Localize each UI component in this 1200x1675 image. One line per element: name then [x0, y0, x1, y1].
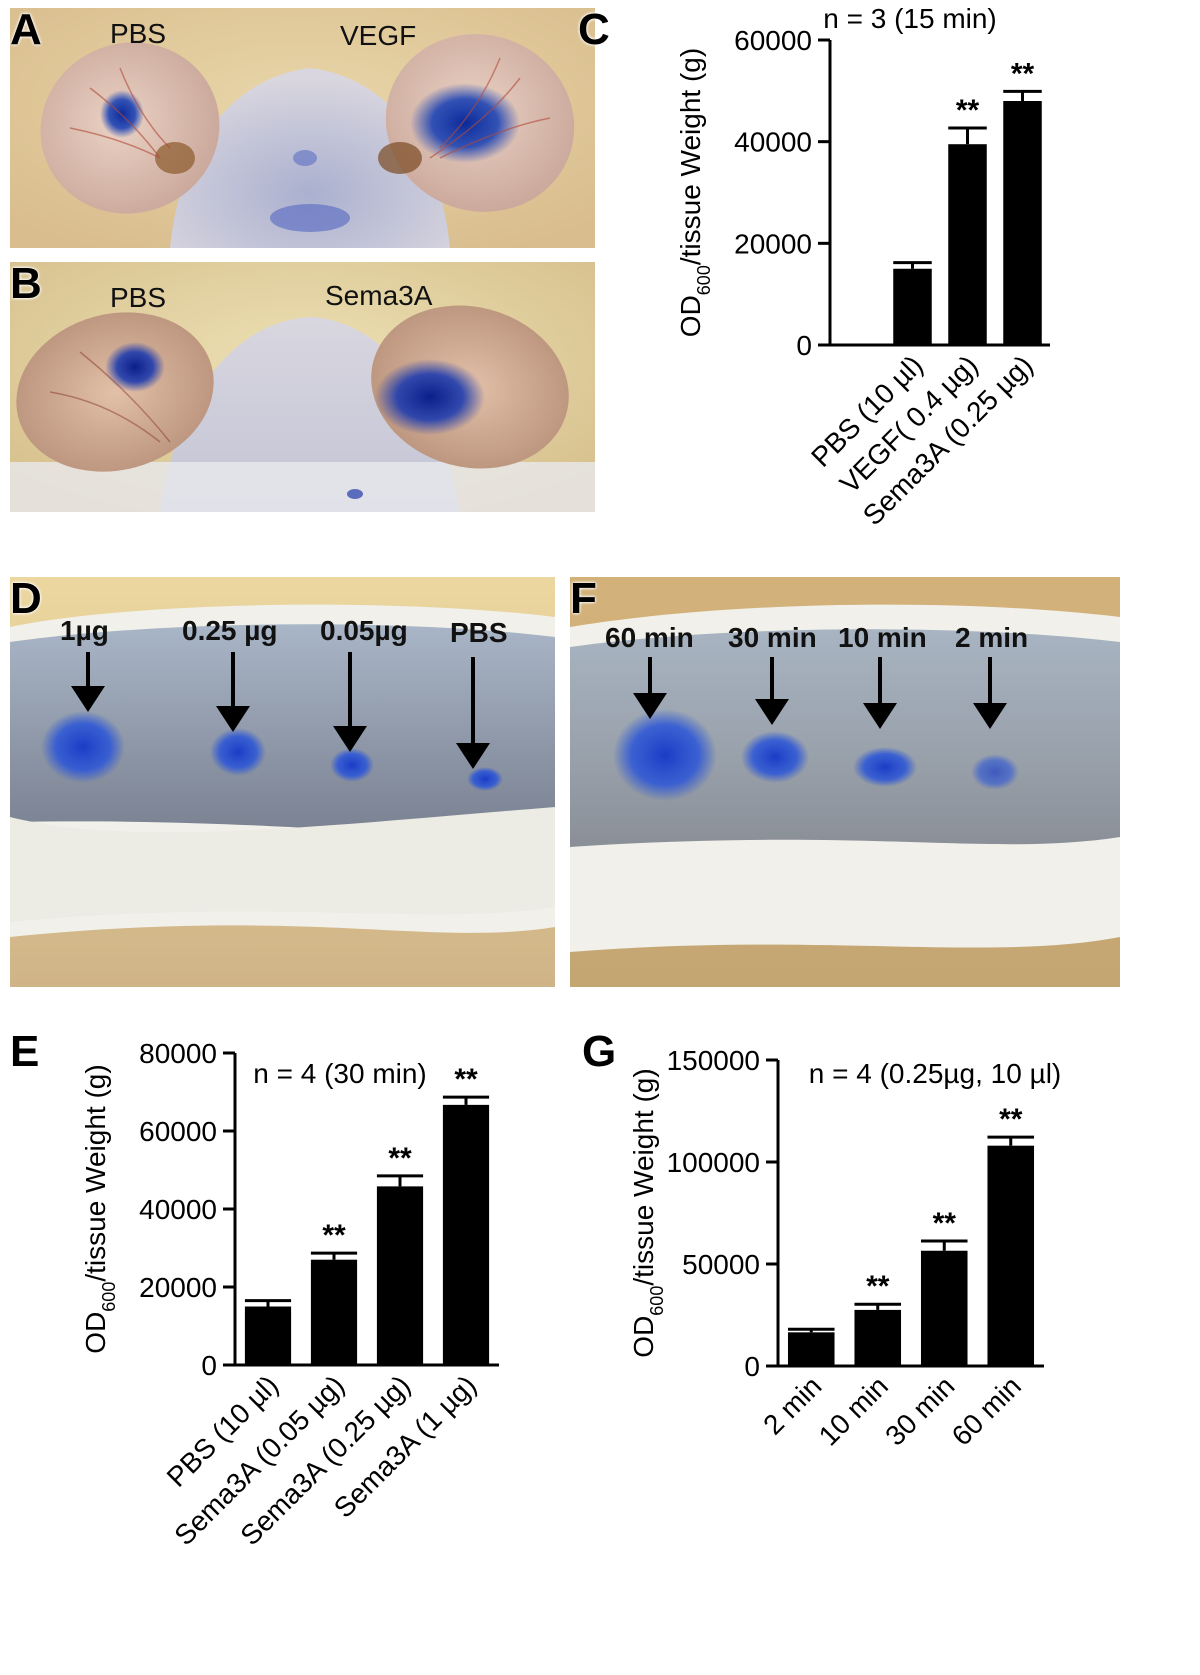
label-dose-pbs: PBS — [450, 617, 508, 648]
label-time-60min: 60 min — [605, 622, 694, 653]
significance-label: ** — [388, 1142, 412, 1175]
label-time-2min: 2 min — [955, 622, 1029, 653]
label-dose-005ug: 0.05µg — [320, 615, 408, 646]
y-tick-label: 100000 — [667, 1147, 760, 1178]
arrow-down-icon — [333, 652, 367, 752]
x-tick-label: 60 min — [946, 1370, 1027, 1451]
chart-title: n = 4 (0.25µg, 10 µl) — [809, 1058, 1062, 1089]
arrow-down-icon — [456, 657, 490, 769]
significance-label: ** — [866, 1270, 890, 1303]
label-dose-1ug: 1µg — [60, 615, 109, 646]
panel-letter-e: E — [10, 1027, 40, 1076]
significance-label: ** — [933, 1207, 957, 1240]
label-time-30min: 30 min — [728, 622, 817, 653]
photo-mouse-ears-vegf: PBS VEGF — [10, 8, 595, 248]
photo-mouse-ears-sema3a: PBS Sema3A — [10, 262, 595, 512]
chart-title: n = 4 (30 min) — [253, 1058, 427, 1089]
significance-label: ** — [956, 94, 980, 127]
panel-letter-g: G — [582, 1027, 617, 1076]
chart-c: 0 20000 40000 60000 OD600/tissue Weight (g) n… — [0, 0, 1200, 560]
panel-letter-a: A — [10, 5, 42, 54]
y-tick-label: 40000 — [734, 127, 812, 158]
y-tick-label: 40000 — [139, 1194, 217, 1225]
significance-label: ** — [1011, 57, 1035, 90]
y-axis-label: OD600/tissue Weight (g) — [628, 1068, 667, 1357]
bar — [920, 1250, 968, 1366]
bar — [310, 1259, 358, 1365]
significance-label: ** — [454, 1063, 478, 1096]
label-pbs: PBS — [110, 282, 167, 313]
bar — [948, 144, 987, 345]
bar — [787, 1332, 835, 1366]
arrow-down-icon — [863, 657, 897, 729]
bar — [893, 268, 932, 345]
bar — [854, 1309, 902, 1366]
y-tick-label: 0 — [201, 1350, 217, 1381]
panel-letter-f: F — [570, 574, 597, 623]
y-tick-label: 60000 — [734, 25, 812, 56]
y-axis-label: OD600/tissue Weight (g) — [80, 1064, 119, 1353]
label-vegf: VEGF — [340, 20, 417, 51]
y-tick-label: 20000 — [139, 1272, 217, 1303]
panel-letter-d: D — [10, 574, 42, 623]
y-tick-label: 0 — [744, 1351, 760, 1382]
label-time-10min: 10 min — [838, 622, 927, 653]
significance-label: ** — [999, 1103, 1023, 1136]
arrow-down-icon — [216, 652, 250, 732]
chart-title: n = 3 (15 min) — [823, 3, 997, 34]
arrow-down-icon — [633, 657, 667, 719]
arrow-down-icon — [755, 657, 789, 725]
label-sema3a: Sema3A — [325, 280, 433, 311]
arrow-down-icon — [71, 652, 105, 712]
y-tick-label: 50000 — [682, 1249, 760, 1280]
y-tick-label: 20000 — [734, 228, 812, 259]
y-tick-label: 0 — [796, 330, 812, 361]
panel-letter-b: B — [10, 259, 42, 308]
bar — [376, 1186, 424, 1365]
photo-mouse-back-dose: 1µg 0.25 µg 0.05µg PBS — [10, 577, 555, 987]
x-tick-label: 10 min — [813, 1370, 894, 1451]
label-pbs: PBS — [110, 18, 167, 49]
bar — [244, 1306, 292, 1365]
y-tick-label: 150000 — [667, 1045, 760, 1076]
x-tick-label: 30 min — [879, 1370, 960, 1451]
photo-mouse-back-time: 60 min 30 min 10 min 2 min — [570, 577, 1120, 987]
bar — [987, 1145, 1035, 1366]
panel-letter-c: C — [578, 5, 610, 54]
bar — [442, 1104, 490, 1365]
y-tick-label: 80000 — [139, 1038, 217, 1069]
bar — [1003, 101, 1042, 345]
y-tick-label: 60000 — [139, 1116, 217, 1147]
arrow-down-icon — [973, 657, 1007, 729]
y-axis-label: OD600/tissue Weight (g) — [675, 48, 714, 337]
chart-e: 0 20000 40000 60000 80000 OD600/tissue Weight… — [80, 1038, 499, 1551]
significance-label: ** — [322, 1219, 346, 1252]
label-dose-025ug: 0.25 µg — [182, 615, 278, 646]
